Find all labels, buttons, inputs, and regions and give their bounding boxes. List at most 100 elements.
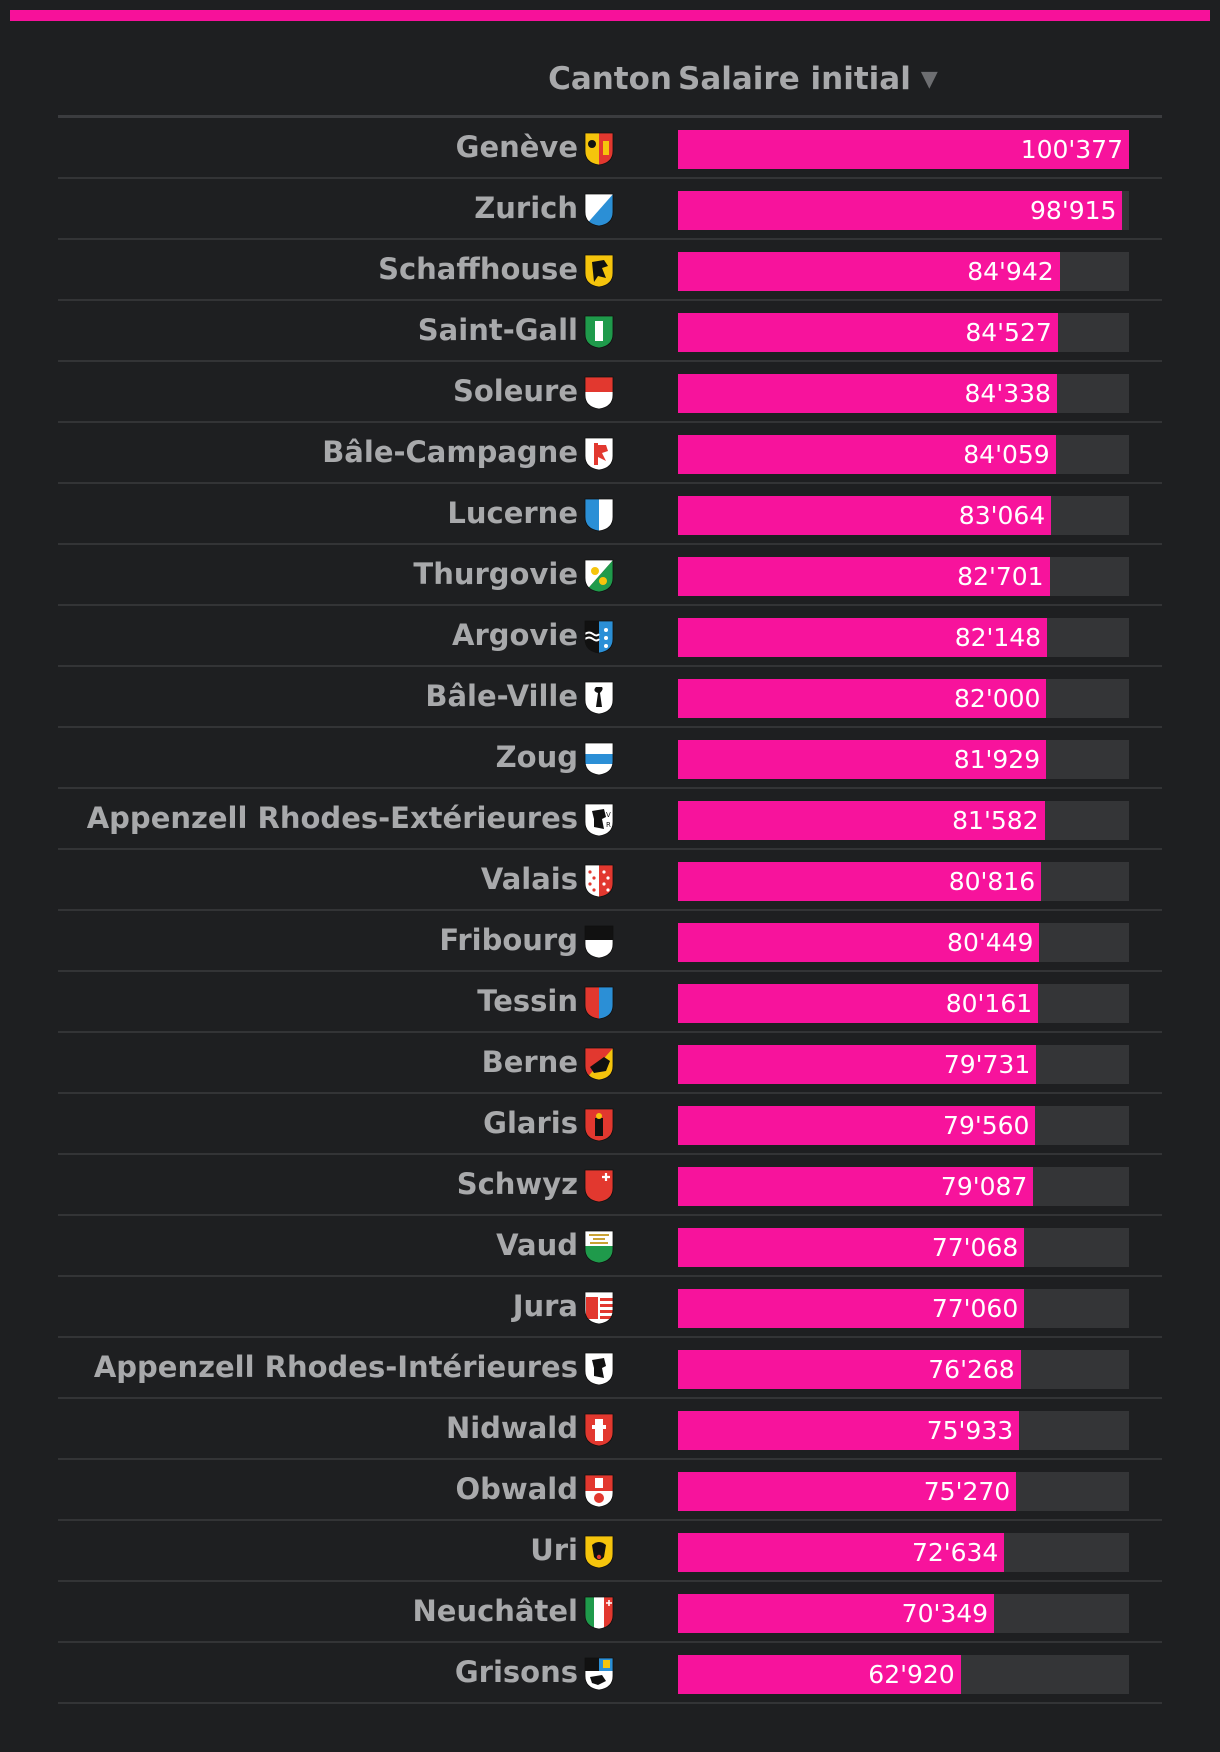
table-row: Glaris 79'560 xyxy=(58,1094,1162,1155)
canton-name: Thurgovie xyxy=(413,557,578,591)
salary-bar: 75'270 xyxy=(678,1472,1017,1511)
table-row: Lucerne 83'064 xyxy=(58,484,1162,545)
table-row: Argovie 82'148 xyxy=(58,606,1162,667)
salary-bar: 98'915 xyxy=(678,191,1123,230)
zoug-flag-icon xyxy=(584,742,614,776)
salary-value-label: 80'816 xyxy=(948,867,1036,896)
salary-value-label: 84'059 xyxy=(963,440,1050,469)
salary-column-header[interactable]: Salaire initial ▼ xyxy=(678,61,938,97)
glaris-flag-icon xyxy=(584,1108,614,1142)
sort-desc-icon[interactable]: ▼ xyxy=(920,67,938,92)
table-row: Bâle-Campagne 84'059 xyxy=(58,423,1162,484)
salary-value-label: 76'268 xyxy=(928,1355,1015,1384)
salary-value-label: 79'731 xyxy=(943,1050,1031,1079)
salary-bar: 70'349 xyxy=(678,1594,995,1633)
accent-bar xyxy=(10,10,1210,21)
salary-bar: 84'338 xyxy=(678,374,1057,413)
geneve-flag-icon xyxy=(584,132,614,166)
table-header: Canton Salaire initial ▼ xyxy=(58,56,1162,118)
salary-value-label: 80'449 xyxy=(947,928,1034,957)
canton-name: Tessin xyxy=(477,984,578,1018)
canton-name: Argovie xyxy=(452,618,578,652)
bar-track: 100'377 xyxy=(678,130,1129,169)
canton-name: Jura xyxy=(512,1289,578,1323)
table-row: Zoug 81'929 xyxy=(58,728,1162,789)
bar-track: 98'915 xyxy=(678,191,1129,230)
bar-track: 77'068 xyxy=(678,1228,1129,1267)
salary-bar: 75'933 xyxy=(678,1411,1020,1450)
bar-track: 80'816 xyxy=(678,862,1129,901)
canton-name: Appenzell Rhodes-Intérieures xyxy=(93,1350,578,1384)
salary-bar: 62'920 xyxy=(678,1655,961,1694)
salary-bar: 80'816 xyxy=(678,862,1042,901)
salary-value-label: 77'068 xyxy=(931,1233,1019,1262)
table-row: Obwald 75'270 xyxy=(58,1460,1162,1521)
salary-bar: 84'059 xyxy=(678,435,1056,474)
salary-bar: 80'161 xyxy=(678,984,1039,1023)
grisons-flag-icon xyxy=(584,1657,614,1691)
fribourg-flag-icon xyxy=(584,925,614,959)
canton-column-header[interactable]: Canton xyxy=(548,61,672,97)
salary-value-label: 82'701 xyxy=(957,562,1044,591)
bar-track: 75'270 xyxy=(678,1472,1129,1511)
canton-name: Valais xyxy=(480,862,578,896)
bar-track: 79'087 xyxy=(678,1167,1129,1206)
table-row: Schaffhouse 84'942 xyxy=(58,240,1162,301)
table-row: Zurich 98'915 xyxy=(58,179,1162,240)
salary-value-label: 100'377 xyxy=(1020,135,1123,164)
obwald-flag-icon xyxy=(584,1474,614,1508)
bar-track: 82'701 xyxy=(678,557,1129,596)
bar-track: 77'060 xyxy=(678,1289,1129,1328)
canton-name: Berne xyxy=(481,1045,578,1079)
bar-track: 84'942 xyxy=(678,252,1129,291)
canton-name: Zurich xyxy=(474,191,578,225)
nidwald-flag-icon xyxy=(584,1413,614,1447)
salary-bar: 79'560 xyxy=(678,1106,1036,1145)
bar-track: 80'449 xyxy=(678,923,1129,962)
valais-flag-icon xyxy=(584,864,614,898)
canton-name: Genève xyxy=(455,130,578,164)
bar-track: 81'929 xyxy=(678,740,1129,779)
salary-value-label: 80'161 xyxy=(945,989,1033,1018)
salary-value-label: 98'915 xyxy=(1030,196,1117,225)
salary-bar: 77'060 xyxy=(678,1289,1025,1328)
salary-bar: 77'068 xyxy=(678,1228,1025,1267)
salary-bar: 79'731 xyxy=(678,1045,1037,1084)
table-row: Schwyz 79'087 xyxy=(58,1155,1162,1216)
salary-bar: 72'634 xyxy=(678,1533,1005,1572)
jura-flag-icon xyxy=(584,1291,614,1325)
salary-value-label: 81'929 xyxy=(953,745,1041,774)
canton-name: Glaris xyxy=(483,1106,578,1140)
salary-value-label: 79'087 xyxy=(940,1172,1028,1201)
salary-value-label: 82'148 xyxy=(954,623,1042,652)
table-row: Bâle-Ville 82'000 xyxy=(58,667,1162,728)
salary-value-label: 79'560 xyxy=(943,1111,1030,1140)
table-row: Jura 77'060 xyxy=(58,1277,1162,1338)
table-row: Fribourg 80'449 xyxy=(58,911,1162,972)
salary-value-label: 81'582 xyxy=(952,806,1039,835)
canton-name: Vaud xyxy=(496,1228,578,1262)
salary-value-label: 75'270 xyxy=(923,1477,1011,1506)
salary-bar: 82'000 xyxy=(678,679,1047,718)
svg-text:R: R xyxy=(606,821,611,829)
bale-ville-flag-icon xyxy=(584,681,614,715)
table-row: Soleure 84'338 xyxy=(58,362,1162,423)
salary-value-label: 70'349 xyxy=(901,1599,989,1628)
bar-track: 84'059 xyxy=(678,435,1129,474)
salary-bar: 79'087 xyxy=(678,1167,1034,1206)
table-row: Thurgovie 82'701 xyxy=(58,545,1162,606)
table-row: Nidwald 75'933 xyxy=(58,1399,1162,1460)
chart-rows: Genève 100'377 Zurich 98'915 Schaffhouse 84'9… xyxy=(58,118,1162,1704)
canton-name: Fribourg xyxy=(439,923,578,957)
table-row: Vaud 77'068 xyxy=(58,1216,1162,1277)
bar-track: 79'560 xyxy=(678,1106,1129,1145)
salary-value-label: 82'000 xyxy=(954,684,1041,713)
canton-name: Bâle-Ville xyxy=(425,679,578,713)
tessin-flag-icon xyxy=(584,986,614,1020)
bar-track: 84'338 xyxy=(678,374,1129,413)
thurgovie-flag-icon xyxy=(584,559,614,593)
salary-bar: 81'582 xyxy=(678,801,1045,840)
salary-value-label: 84'527 xyxy=(965,318,1052,347)
table-row: Genève 100'377 xyxy=(58,118,1162,179)
